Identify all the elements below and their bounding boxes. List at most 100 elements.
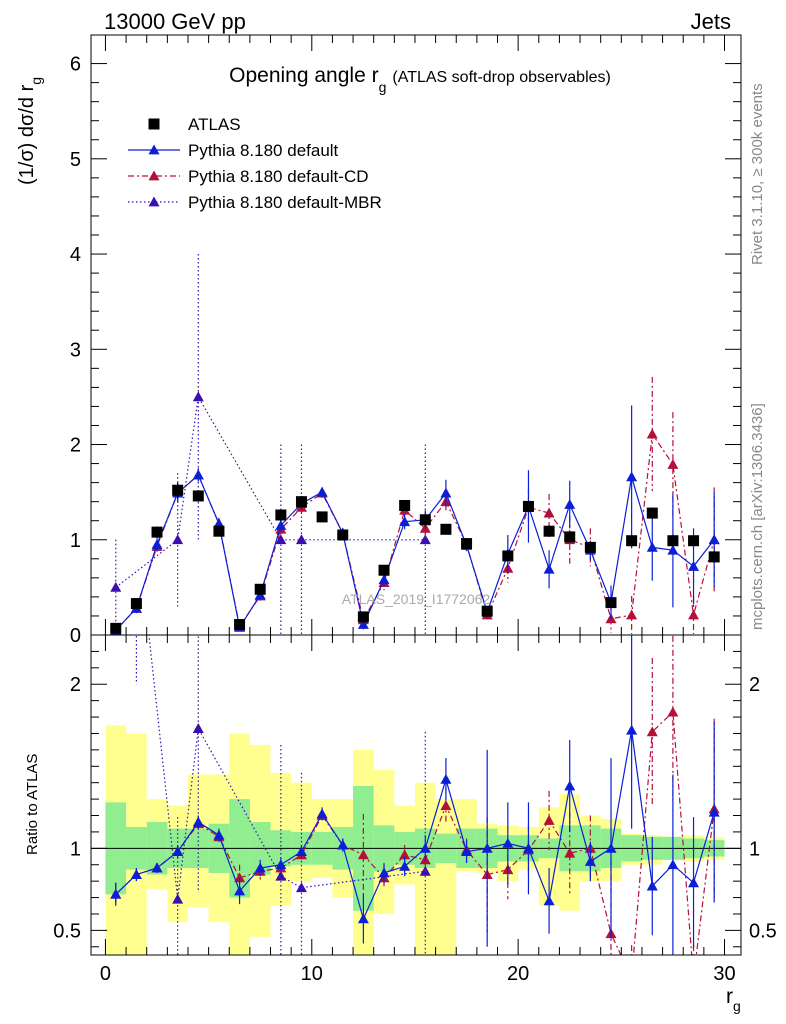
main-data-point bbox=[337, 529, 349, 541]
main-data-point bbox=[275, 509, 287, 521]
ratio-data-point bbox=[192, 723, 204, 733]
main-data-point bbox=[688, 560, 700, 571]
ratio-data-point bbox=[316, 808, 328, 819]
ratio-y-tick-label: 1 bbox=[70, 838, 81, 860]
main-data-point bbox=[275, 519, 287, 530]
main-data-point bbox=[213, 525, 225, 537]
ratio-series-line-0 bbox=[115, 730, 715, 921]
ratio-data-point bbox=[234, 885, 246, 896]
main-data-point bbox=[316, 486, 328, 497]
main-y-tick-label: 1 bbox=[70, 530, 81, 552]
legend-marker bbox=[148, 144, 160, 155]
ratio-data-point bbox=[234, 872, 246, 883]
ratio-data-point bbox=[667, 859, 679, 870]
ratio-data-point bbox=[564, 780, 576, 791]
main-data-point bbox=[667, 544, 679, 555]
legend-label: Pythia 8.180 default-MBR bbox=[188, 193, 382, 212]
main-data-point bbox=[543, 507, 555, 518]
ratio-y-tick-label-right: 0.5 bbox=[749, 920, 777, 942]
ratio-data-point bbox=[275, 859, 287, 870]
chart-title-sub: g bbox=[379, 79, 387, 95]
ratio-data-point bbox=[646, 726, 658, 737]
main-data-point bbox=[688, 535, 700, 547]
ratio-series-line-2 bbox=[148, 635, 426, 900]
x-tick-label: 0 bbox=[100, 963, 111, 985]
watermark: ATLAS_2019_I1772062 bbox=[342, 591, 491, 607]
main-data-point bbox=[295, 534, 307, 545]
ratio-data-point bbox=[151, 862, 163, 873]
main-data-point bbox=[481, 605, 493, 617]
ratio-data-point bbox=[131, 515, 142, 525]
main-data-point bbox=[708, 534, 720, 545]
ratio-data-point bbox=[110, 888, 122, 899]
main-data-point bbox=[688, 609, 700, 620]
main-data-point bbox=[399, 516, 411, 527]
main-data-point bbox=[316, 511, 328, 523]
ratio-data-point bbox=[605, 842, 617, 853]
main-data-point bbox=[708, 551, 720, 563]
main-series-3 bbox=[110, 254, 431, 635]
ratio-data-point bbox=[275, 870, 287, 881]
main-data-point bbox=[667, 459, 679, 469]
main-data-point bbox=[110, 581, 122, 592]
side-label-lower: mcplots.cern.ch [arXiv:1306.3436] bbox=[749, 403, 766, 630]
main-data-point bbox=[522, 500, 534, 512]
main-data-point bbox=[646, 507, 658, 519]
main-series-line-3 bbox=[115, 395, 426, 588]
x-tick-label: 10 bbox=[301, 963, 323, 985]
ratio-data-point bbox=[440, 773, 452, 784]
legend-item-1: Pythia 8.180 default bbox=[128, 141, 339, 160]
ratio-data-point bbox=[708, 806, 720, 817]
legend: ATLAS Pythia 8.180 default Pythia 8.180 de… bbox=[128, 115, 382, 212]
main-data-point bbox=[626, 471, 638, 482]
ratio-y-axis-label: Ratio to ATLAS bbox=[24, 754, 41, 855]
ratio-data-point bbox=[688, 877, 700, 888]
ratio-series-2 bbox=[131, 515, 431, 955]
main-data-point bbox=[378, 574, 390, 585]
ratio-data-point bbox=[399, 860, 411, 871]
ratio-data-point bbox=[357, 849, 369, 860]
main-y-axis-label-main: (1/σ) dσ/d r bbox=[16, 84, 38, 185]
main-data-point bbox=[151, 526, 163, 538]
ratio-data-point bbox=[295, 882, 307, 893]
ratio-data-point bbox=[130, 869, 142, 879]
legend-label: ATLAS bbox=[188, 115, 241, 134]
legend-marker bbox=[148, 196, 160, 207]
ratio-data-point bbox=[357, 913, 369, 924]
main-data-point bbox=[130, 598, 142, 610]
chart-title: Opening angle rg (ATLAS soft-drop observa… bbox=[229, 64, 611, 95]
ratio-data-point bbox=[213, 829, 225, 840]
main-data-point bbox=[378, 564, 390, 576]
main-data-point bbox=[646, 541, 658, 552]
main-data-point bbox=[213, 518, 225, 528]
main-data-point bbox=[419, 534, 431, 545]
ratio-data-point bbox=[626, 972, 637, 982]
ratio-data-point bbox=[502, 837, 514, 848]
main-data-point bbox=[192, 490, 204, 502]
main-data-point bbox=[172, 534, 184, 545]
header-right: Jets bbox=[691, 9, 731, 34]
ratio-data-point bbox=[543, 814, 555, 825]
main-data-point bbox=[502, 550, 514, 562]
ratio-data-point bbox=[337, 839, 349, 850]
main-data-point bbox=[357, 611, 369, 623]
main-data-point bbox=[564, 531, 576, 543]
main-data-point bbox=[399, 499, 411, 511]
x-axis-label-main: r bbox=[726, 985, 733, 1008]
main-data-point bbox=[667, 535, 679, 547]
chart-title-main: Opening angle r bbox=[229, 64, 378, 87]
main-data-point bbox=[295, 496, 307, 508]
ratio-y-tick-label: 0.5 bbox=[53, 920, 81, 942]
legend-item-0: ATLAS bbox=[148, 115, 241, 134]
main-data-point bbox=[564, 499, 576, 509]
main-data-point bbox=[440, 523, 452, 535]
main-data-point bbox=[192, 391, 204, 402]
ratio-data-point bbox=[399, 849, 411, 860]
legend-item-2: Pythia 8.180 default-CD bbox=[128, 167, 369, 186]
main-data-point bbox=[254, 583, 266, 595]
main-data-point bbox=[461, 538, 473, 550]
main-data-point bbox=[584, 541, 596, 553]
x-tick-label: 30 bbox=[713, 963, 735, 985]
x-axis-label: rg bbox=[726, 985, 741, 1014]
